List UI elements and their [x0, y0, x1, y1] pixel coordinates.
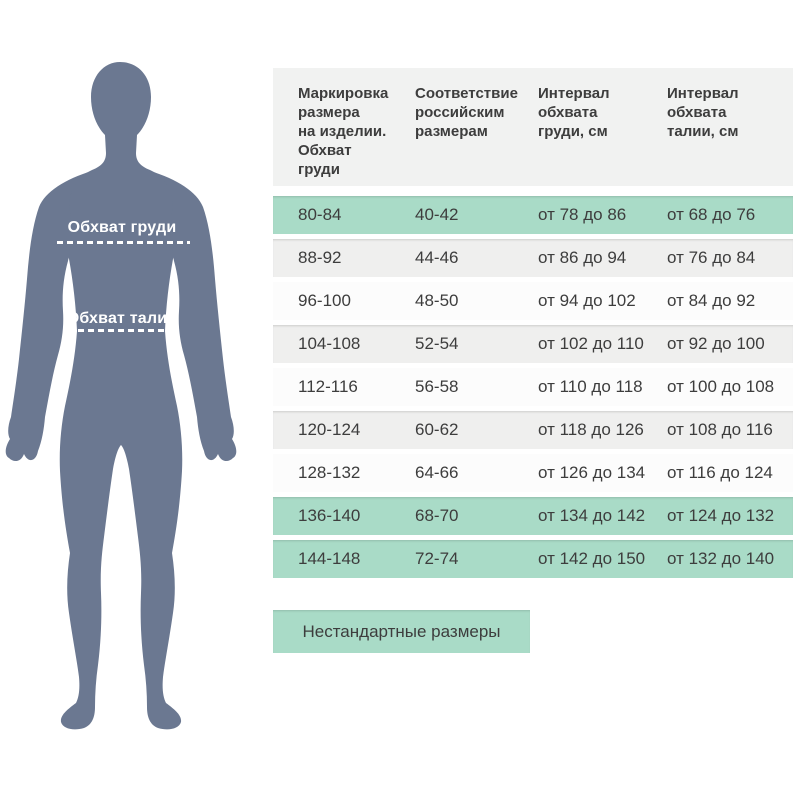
table-row: 136-140 68-70 от 134 до 142 от 124 до 13… [273, 497, 793, 535]
cell-chest-interval: от 134 до 142 [538, 506, 646, 525]
cell-chest-interval: от 94 до 102 [538, 291, 636, 310]
nonstandard-sizes-button[interactable]: Нестандартные размеры [273, 610, 530, 653]
cell-russian-size: 56-58 [415, 377, 459, 396]
waist-dash-line [68, 329, 178, 332]
cell-waist-interval: от 108 до 116 [667, 420, 773, 439]
cell-russian-size: 40-42 [415, 205, 459, 224]
cell-russian-size: 60-62 [415, 420, 459, 439]
cell-size-marking: 80-84 [298, 205, 342, 224]
cell-russian-size: 52-54 [415, 334, 459, 353]
cell-russian-size: 64-66 [415, 463, 459, 482]
table-row: 80-84 40-42 от 78 до 86 от 68 до 76 [273, 196, 793, 234]
cell-russian-size: 48-50 [415, 291, 459, 310]
cell-russian-size: 44-46 [415, 248, 459, 267]
cell-chest-interval: от 118 до 126 [538, 420, 644, 439]
cell-size-marking: 144-148 [298, 549, 361, 568]
table-row: 88-92 44-46 от 86 до 94 от 76 до 84 [273, 239, 793, 277]
cell-waist-interval: от 76 до 84 [667, 248, 756, 267]
cell-chest-interval: от 102 до 110 [538, 334, 644, 353]
cell-chest-interval: от 142 до 150 [538, 549, 646, 568]
cell-chest-interval: от 78 до 86 [538, 205, 627, 224]
cell-size-marking: 104-108 [298, 334, 361, 353]
cell-waist-interval: от 84 до 92 [667, 291, 756, 310]
header-size-marking: Маркировка размера на изделии. Обхват гр… [298, 85, 389, 178]
cell-russian-size: 68-70 [415, 506, 459, 525]
header-chest-interval: Интервал обхвата груди, см [538, 85, 610, 140]
table-row: 144-148 72-74 от 142 до 150 от 132 до 14… [273, 540, 793, 578]
table-row: 96-100 48-50 от 94 до 102 от 84 до 92 [273, 282, 793, 320]
cell-waist-interval: от 124 до 132 [667, 506, 775, 525]
cell-waist-interval: от 68 до 76 [667, 205, 756, 224]
cell-waist-interval: от 100 до 108 [667, 377, 775, 396]
cell-chest-interval: от 86 до 94 [538, 248, 627, 267]
cell-size-marking: 128-132 [298, 463, 361, 482]
body-silhouette [5, 62, 237, 730]
table-row: 112-116 56-58 от 110 до 118 от 100 до 10… [273, 368, 793, 406]
table-row: 104-108 52-54 от 102 до 110 от 92 до 100 [273, 325, 793, 363]
header-waist-interval: Интервал обхвата талии, см [667, 85, 739, 140]
cell-size-marking: 136-140 [298, 506, 361, 525]
cell-chest-interval: от 110 до 118 [538, 377, 643, 396]
table-row: 120-124 60-62 от 118 до 126 от 108 до 11… [273, 411, 793, 449]
cell-waist-interval: от 92 до 100 [667, 334, 765, 353]
size-table-rows: 80-84 40-42 от 78 до 86 от 68 до 76 88-9… [273, 196, 793, 578]
cell-russian-size: 72-74 [415, 549, 459, 568]
cell-chest-interval: от 126 до 134 [538, 463, 646, 482]
cell-waist-interval: от 132 до 140 [667, 549, 775, 568]
chest-dash-line [57, 241, 190, 244]
waist-measure-label: Обхват талии [66, 310, 178, 327]
size-table: Маркировка размера на изделии. Обхват гр… [273, 68, 793, 583]
cell-waist-interval: от 116 до 124 [667, 463, 773, 482]
table-row: 128-132 64-66 от 126 до 134 от 116 до 12… [273, 454, 793, 492]
body-shape [5, 62, 237, 730]
size-table-header: Маркировка размера на изделии. Обхват гр… [273, 68, 793, 186]
cell-size-marking: 96-100 [298, 291, 351, 310]
chest-measure-label: Обхват груди [67, 219, 177, 236]
header-russian-sizes: Соответствие российским размерам [415, 85, 518, 140]
cell-size-marking: 88-92 [298, 248, 342, 267]
cell-size-marking: 112-116 [298, 377, 358, 396]
cell-size-marking: 120-124 [298, 420, 361, 439]
